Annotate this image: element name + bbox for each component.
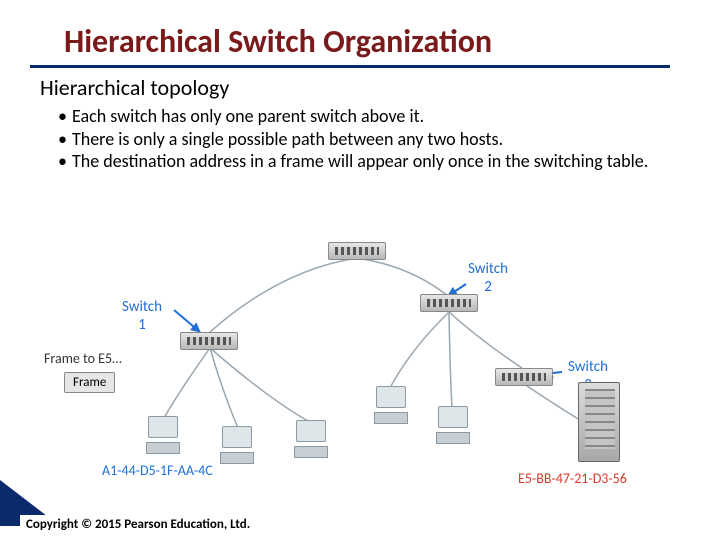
switch-icon [420,294,478,312]
server-icon [578,382,620,462]
switch-icon [328,242,386,260]
bullet-item: The destination address in a frame will … [58,150,670,173]
mac-address-label: E5-BB-47-21-D3-56 [518,470,627,487]
copyright-text: Copyright © 2015 Pearson Education, Ltd. [20,515,256,534]
host-icon [146,416,180,456]
switch-icon [180,332,238,350]
bullet-list: Each switch has only one parent switch a… [0,103,720,173]
switch-label: Switch2 [468,260,508,296]
mac-address-label: A1-44-D5-1F-AA-4C [102,462,213,479]
topology-diagram: Switch1 Switch2 Switch3 A1-44-D5-1F-AA-4… [50,240,670,500]
host-icon [374,386,408,426]
switch-label: Switch1 [122,298,162,334]
host-icon [436,406,470,446]
slide-title: Hierarchical Switch Organization [30,0,670,68]
frame-box: Frame [64,372,115,393]
frame-arrow-label: Frame to E5… [44,350,122,367]
host-icon [294,420,328,460]
bullet-item: There is only a single possible path bet… [58,128,670,151]
host-icon [220,426,254,466]
slide-subtitle: Hierarchical topology [0,68,720,103]
switch-icon [495,368,553,386]
bullet-item: Each switch has only one parent switch a… [58,105,670,128]
